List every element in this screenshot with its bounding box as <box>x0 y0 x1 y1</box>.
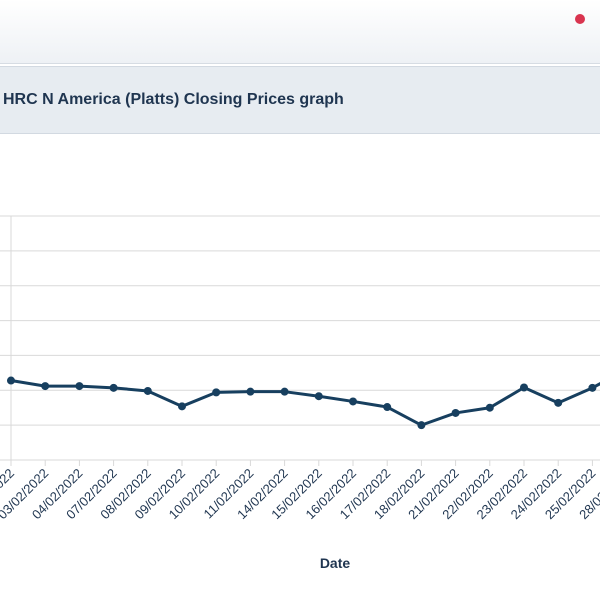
panel-header: HRC N America (Platts) Closing Prices gr… <box>0 66 600 134</box>
x-tick-labels: 02/02/202203/02/202204/02/202207/02/2022… <box>0 466 600 523</box>
grid-lines <box>0 215 600 461</box>
line-chart-svg: 02/02/202203/02/202204/02/202207/02/2022… <box>0 215 600 571</box>
data-point <box>178 402 186 411</box>
series-line <box>10 379 600 427</box>
data-point <box>246 387 255 396</box>
data-point <box>383 403 392 412</box>
data-point <box>520 383 528 392</box>
data-point <box>7 376 15 385</box>
data-point <box>212 388 221 397</box>
data-point <box>41 382 50 391</box>
closing-prices-chart: 02/02/2022 03/02/2022 04/02/2022 07/02/2022… <box>0 134 600 600</box>
data-point <box>554 398 563 407</box>
data-point <box>485 403 494 412</box>
panel-title: HRC N America (Platts) Closing Prices gr… <box>3 91 344 108</box>
data-point <box>280 387 289 396</box>
data-point <box>143 386 152 395</box>
x-axis-ticks <box>10 460 593 466</box>
data-point <box>109 383 118 392</box>
data-point <box>314 392 323 401</box>
data-point <box>588 383 597 392</box>
data-point <box>75 382 84 391</box>
notification-dot[interactable] <box>575 14 585 24</box>
x-axis-title: Date <box>320 555 351 571</box>
data-point <box>451 408 460 417</box>
data-point <box>349 397 357 406</box>
series-points <box>7 376 597 430</box>
data-point <box>417 421 426 430</box>
top-bar <box>0 0 600 64</box>
